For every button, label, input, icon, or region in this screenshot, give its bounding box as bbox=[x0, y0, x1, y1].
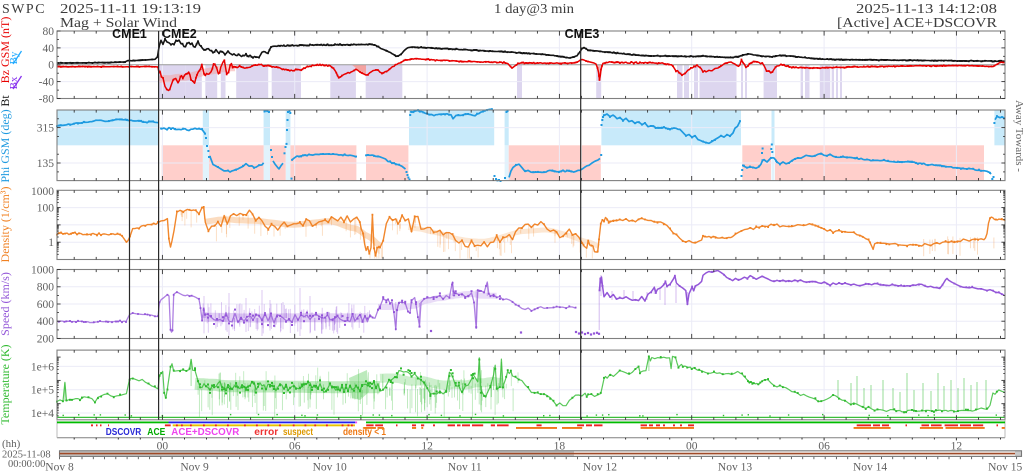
svg-text:1000: 1000 bbox=[31, 264, 54, 276]
svg-text:80: 80 bbox=[43, 26, 55, 38]
svg-text:1: 1 bbox=[48, 237, 54, 249]
svg-text:1 day@3 min: 1 day@3 min bbox=[494, 1, 574, 16]
svg-text:Nov 9: Nov 9 bbox=[180, 461, 209, 473]
svg-text:06: 06 bbox=[289, 441, 301, 453]
svg-text:Phi GSM (deg): Phi GSM (deg) bbox=[0, 109, 12, 182]
svg-text:18: 18 bbox=[554, 441, 566, 453]
svg-text:(hh): (hh) bbox=[2, 438, 21, 450]
svg-text:Nov 12: Nov 12 bbox=[583, 461, 617, 473]
svg-text:1000: 1000 bbox=[31, 186, 54, 198]
svg-text:-40: -40 bbox=[39, 77, 55, 89]
svg-text:Nov 13: Nov 13 bbox=[718, 461, 752, 473]
svg-text:400: 400 bbox=[37, 316, 55, 328]
svg-text:00: 00 bbox=[157, 441, 169, 453]
svg-text:By: By bbox=[8, 51, 20, 64]
svg-text:00: 00 bbox=[686, 441, 698, 453]
svg-text:2025-11-08: 2025-11-08 bbox=[2, 450, 51, 461]
svg-text:12: 12 bbox=[951, 441, 963, 453]
svg-text:CME2: CME2 bbox=[162, 27, 197, 41]
svg-text:100: 100 bbox=[37, 203, 55, 215]
svg-text:135: 135 bbox=[37, 158, 55, 170]
svg-text:Away Towards -: Away Towards - bbox=[1013, 100, 1024, 172]
svg-text:1e+6: 1e+6 bbox=[31, 361, 54, 373]
svg-text:ACE: ACE bbox=[147, 427, 165, 438]
svg-text:SWPC: SWPC bbox=[2, 1, 46, 16]
svg-text:Nov 11: Nov 11 bbox=[448, 461, 482, 473]
svg-text:error: error bbox=[254, 427, 278, 438]
svg-text:1e+5: 1e+5 bbox=[31, 385, 54, 397]
svg-text:Nov 15: Nov 15 bbox=[988, 461, 1022, 473]
svg-text:Bz GSM (nT): Bz GSM (nT) bbox=[0, 17, 12, 84]
svg-text:Density (1/cm³): Density (1/cm³) bbox=[0, 187, 12, 263]
svg-text:CME1: CME1 bbox=[112, 27, 147, 41]
svg-text:Nov 10: Nov 10 bbox=[313, 461, 347, 473]
svg-text:CME3: CME3 bbox=[565, 27, 600, 41]
svg-text:1e+4: 1e+4 bbox=[31, 408, 54, 420]
svg-text:suspect: suspect bbox=[283, 427, 313, 438]
svg-text:12: 12 bbox=[421, 441, 433, 453]
svg-text:600: 600 bbox=[37, 299, 55, 311]
svg-text:Bt: Bt bbox=[0, 95, 12, 107]
svg-text:Nov 8: Nov 8 bbox=[45, 461, 74, 473]
svg-text:Nov 14: Nov 14 bbox=[853, 461, 887, 473]
svg-text:0: 0 bbox=[48, 60, 54, 72]
svg-text:315: 315 bbox=[37, 123, 55, 135]
svg-text:density < 1: density < 1 bbox=[343, 427, 386, 438]
svg-text:2025-11-13 14:12:08: 2025-11-13 14:12:08 bbox=[856, 1, 997, 16]
svg-text:-80: -80 bbox=[39, 93, 55, 105]
svg-text:Bx: Bx bbox=[8, 76, 20, 89]
svg-text:ACE+DSCOVR: ACE+DSCOVR bbox=[171, 427, 239, 438]
svg-text:[Active] ACE+DSCOVR: [Active] ACE+DSCOVR bbox=[837, 15, 997, 30]
svg-text:Mag + Solar Wind: Mag + Solar Wind bbox=[60, 15, 177, 30]
svg-text:Temperature (K): Temperature (K) bbox=[0, 344, 12, 424]
svg-text:800: 800 bbox=[37, 282, 55, 294]
svg-text:Speed (km/s): Speed (km/s) bbox=[0, 272, 12, 336]
svg-text:06: 06 bbox=[818, 441, 830, 453]
svg-text:40: 40 bbox=[43, 43, 55, 55]
svg-text:DSCOVR: DSCOVR bbox=[106, 427, 142, 438]
svg-text:2025-11-11 19:13:19: 2025-11-11 19:13:19 bbox=[60, 1, 201, 16]
svg-text:00:00:00: 00:00:00 bbox=[8, 459, 45, 470]
svg-text:200: 200 bbox=[37, 333, 55, 345]
